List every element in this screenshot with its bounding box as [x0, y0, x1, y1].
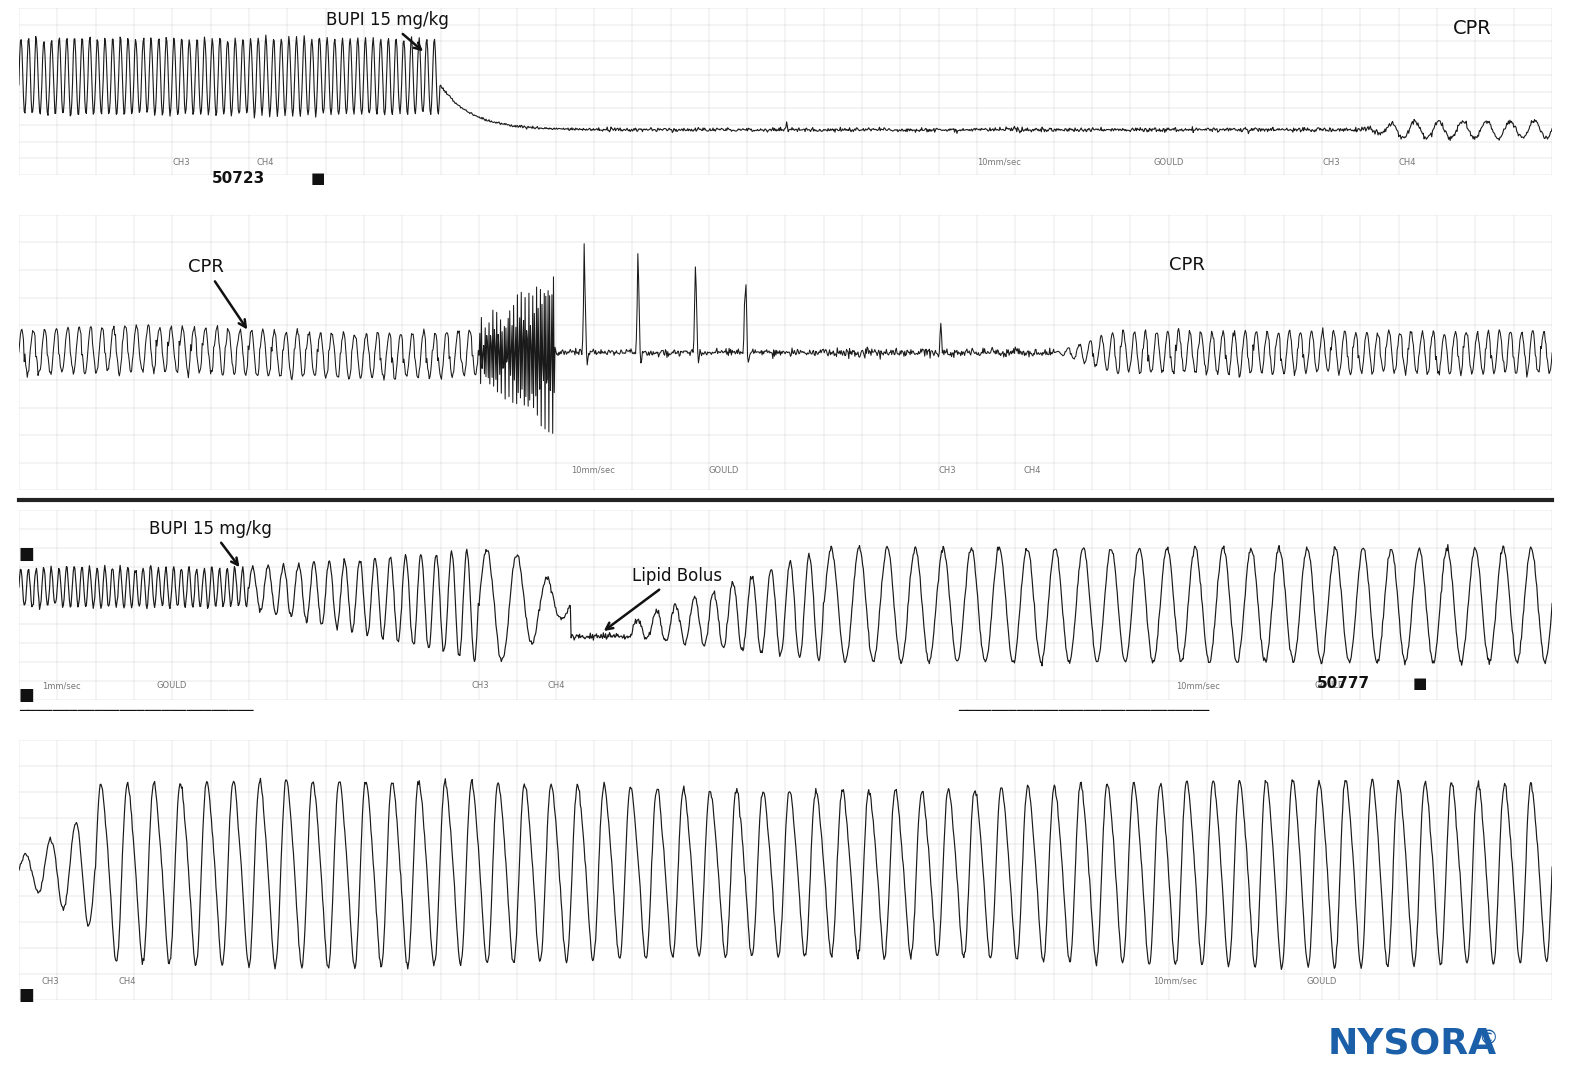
Text: CH4: CH4 — [1398, 158, 1417, 166]
Text: CPR: CPR — [1169, 256, 1205, 274]
Text: 50723: 50723 — [212, 171, 265, 186]
Text: CH4: CH4 — [548, 681, 566, 690]
Text: Lipid Bolus: Lipid Bolus — [606, 567, 723, 630]
Text: CH3: CH3 — [939, 465, 957, 475]
Text: CPR: CPR — [1453, 19, 1491, 39]
Text: ■: ■ — [311, 171, 325, 186]
Text: GOULD: GOULD — [1153, 158, 1185, 166]
Text: CH3: CH3 — [471, 681, 489, 690]
Text: CH3: CH3 — [1323, 158, 1340, 166]
Text: ■: ■ — [19, 545, 35, 564]
Text: GOULD: GOULD — [1307, 976, 1337, 986]
Text: GOULD: GOULD — [1315, 681, 1345, 690]
Text: CPR: CPR — [187, 258, 245, 327]
Text: ©: © — [1478, 1028, 1497, 1048]
Text: GOULD: GOULD — [709, 465, 740, 475]
Text: 1mm/sec: 1mm/sec — [42, 681, 80, 690]
Text: 10mm/sec: 10mm/sec — [1177, 681, 1221, 690]
Text: CH3: CH3 — [173, 158, 190, 166]
Text: 10mm/sec: 10mm/sec — [1153, 976, 1197, 986]
Text: 50777: 50777 — [1316, 676, 1370, 691]
Text: CH4: CH4 — [256, 158, 273, 166]
Text: ■: ■ — [1412, 676, 1426, 691]
Text: ────────────────────────────: ──────────────────────────── — [19, 704, 253, 718]
Text: NYSORA: NYSORA — [1327, 1027, 1497, 1061]
Text: BUPI 15 mg/kg: BUPI 15 mg/kg — [149, 519, 272, 565]
Text: GOULD: GOULD — [157, 681, 187, 690]
Text: 10mm/sec: 10mm/sec — [977, 158, 1021, 166]
Text: CH4: CH4 — [118, 976, 137, 986]
Text: ■: ■ — [19, 986, 35, 1004]
Text: CH4: CH4 — [1023, 465, 1040, 475]
Text: CH3: CH3 — [42, 976, 60, 986]
Text: ■: ■ — [19, 686, 35, 704]
Text: 10mm/sec: 10mm/sec — [570, 465, 614, 475]
Text: BUPI 15 mg/kg: BUPI 15 mg/kg — [325, 12, 448, 50]
Text: ──────────────────────────────: ────────────────────────────── — [958, 704, 1210, 718]
